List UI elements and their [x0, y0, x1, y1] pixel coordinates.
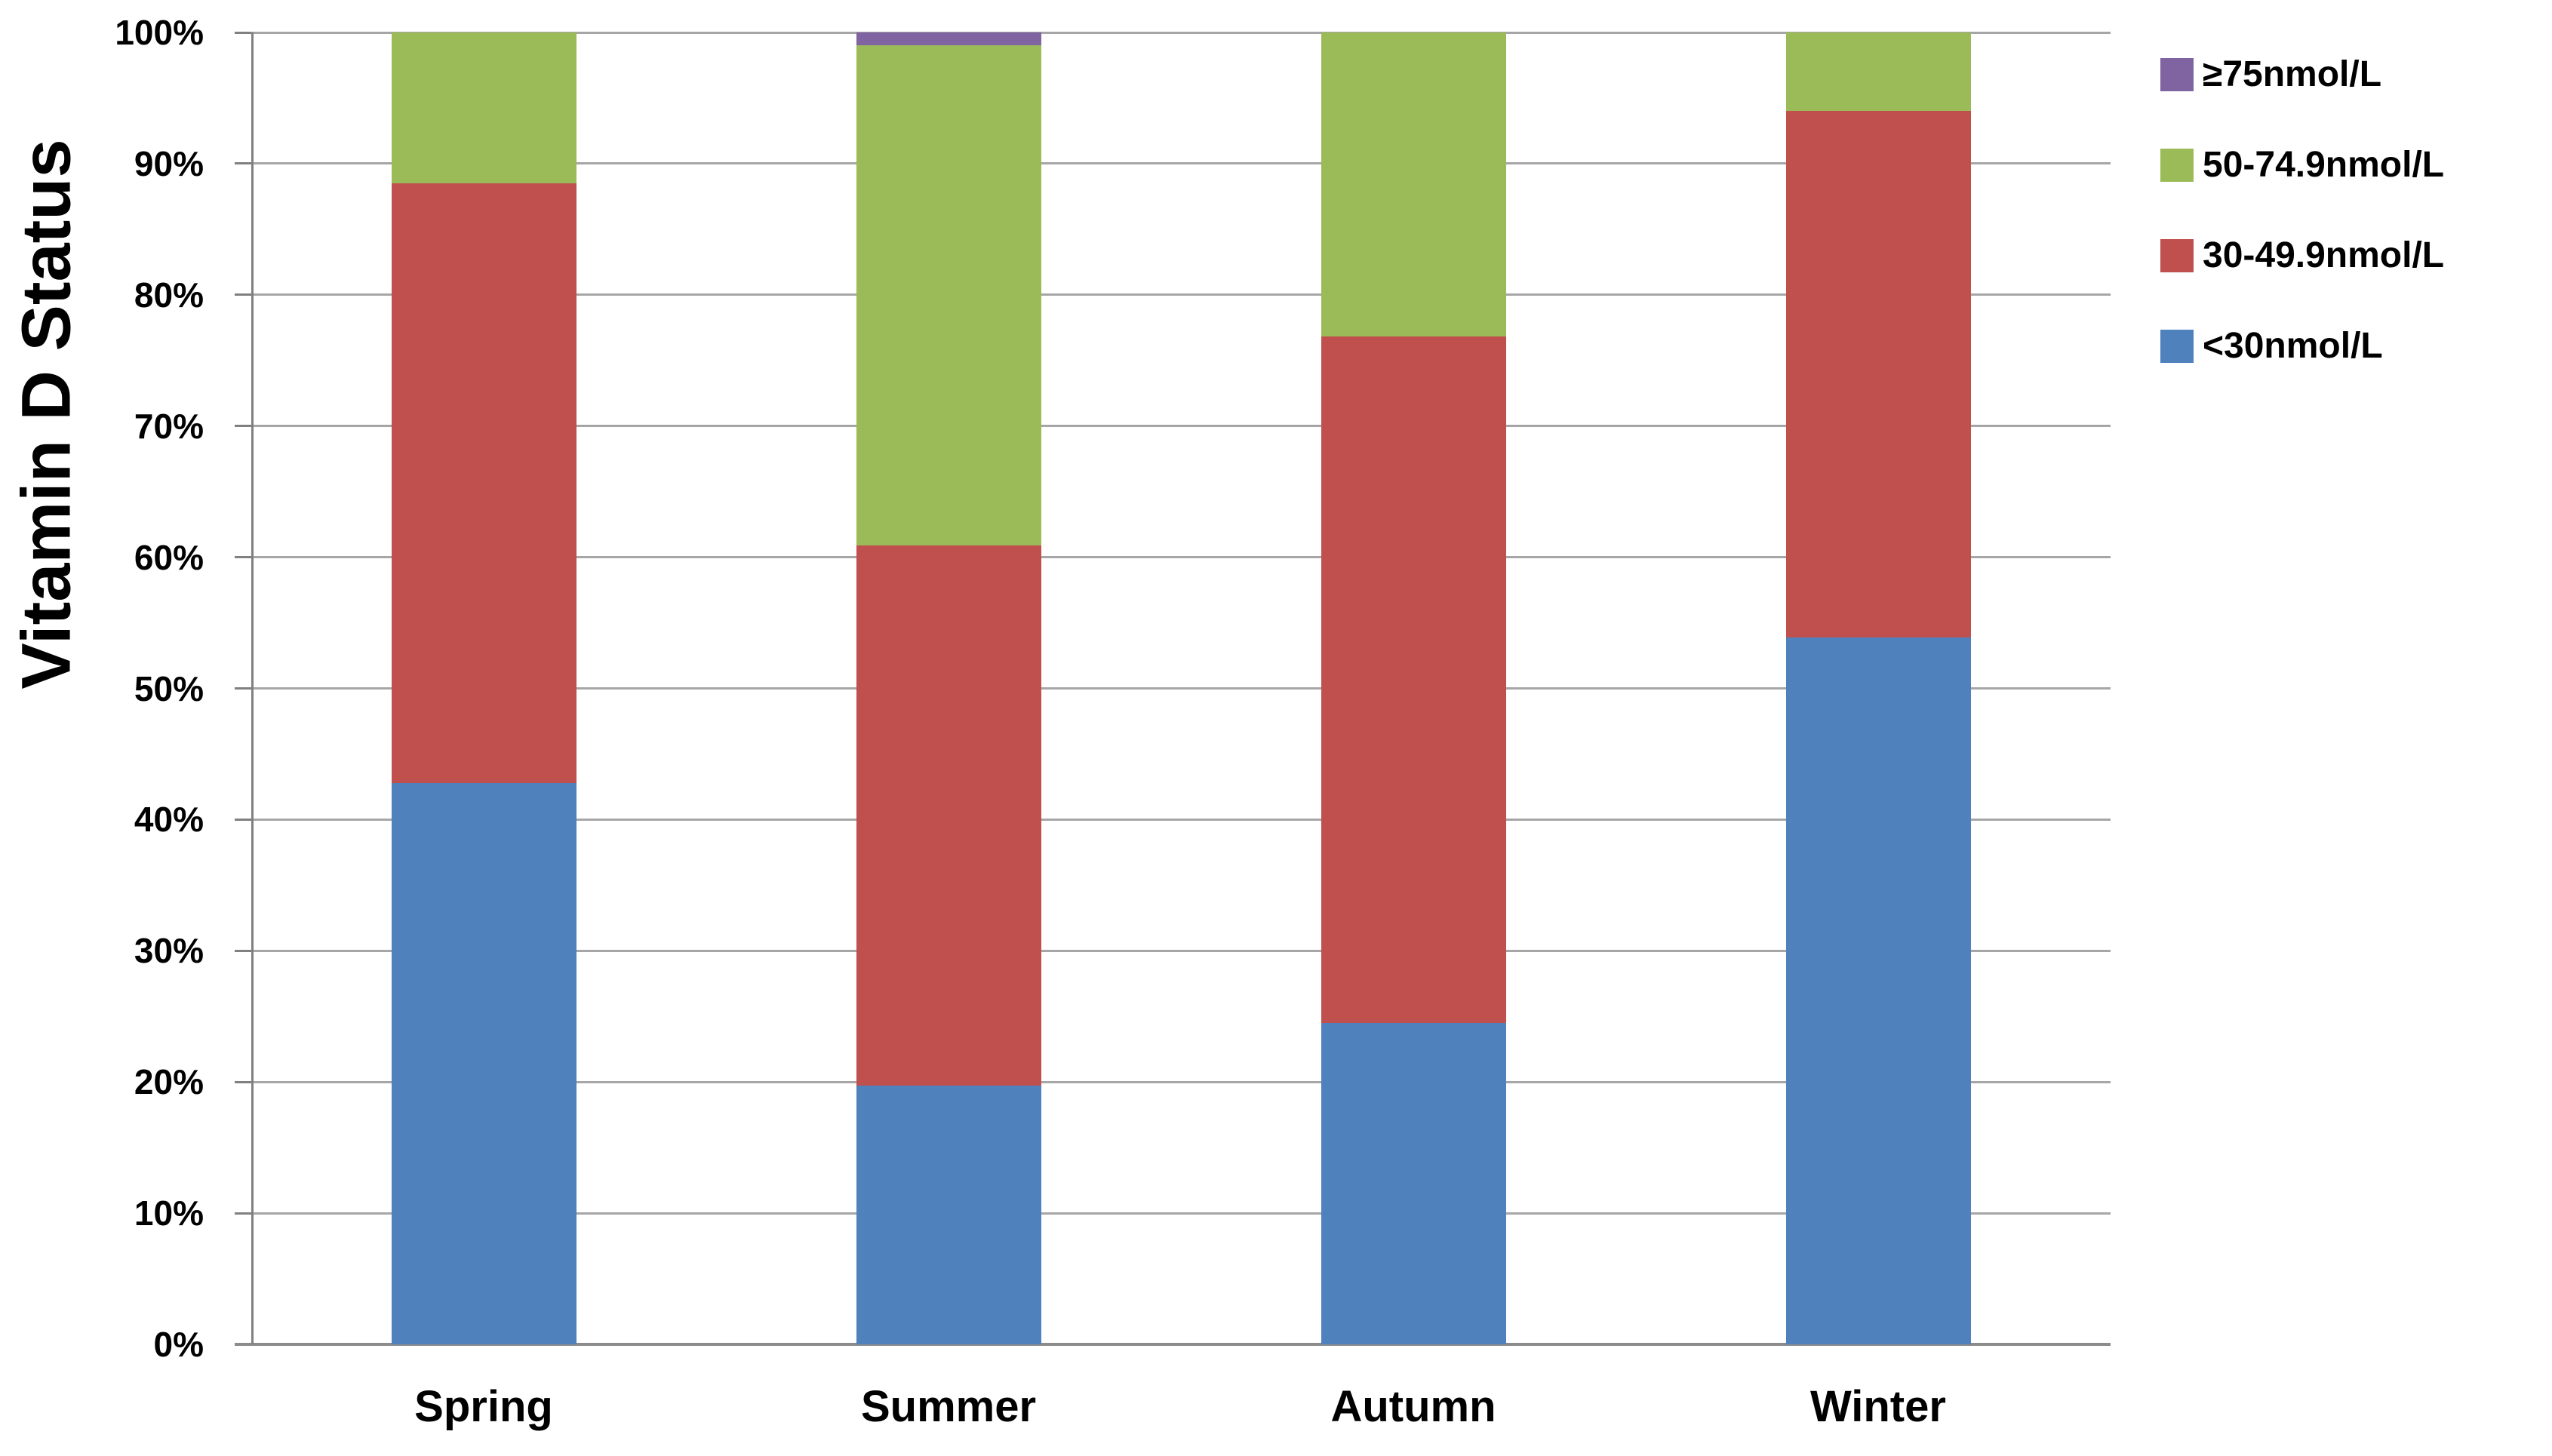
bar-segment-spring-30-49.9nmol/L — [391, 183, 577, 783]
bar-segment-winter-<30nmol/L — [1785, 637, 1971, 1344]
legend-swatch-icon — [2160, 330, 2194, 363]
y-tick-label-40pct: 40% — [134, 800, 204, 840]
y-tick-label-0pct: 0% — [153, 1325, 204, 1364]
x-category-label-summer: Summer — [860, 1382, 1037, 1431]
gridline-20pct — [251, 1080, 2111, 1083]
bar-segment-spring-50-74.9nmol/L — [391, 32, 577, 183]
legend-swatch-icon — [2160, 239, 2194, 272]
gridline-10pct — [251, 1212, 2111, 1215]
y-axis-tick-40pct — [235, 818, 251, 821]
y-axis-tick-50pct — [235, 687, 251, 690]
y-tick-label-10pct: 10% — [134, 1193, 204, 1233]
gridline-50pct — [251, 687, 2111, 690]
bar-segment-winter-30-49.9nmol/L — [1785, 111, 1971, 637]
legend-item: 30-49.9nmol/L — [2160, 235, 2445, 275]
y-tick-label-80pct: 80% — [134, 275, 204, 315]
y-tick-label-90pct: 90% — [134, 143, 204, 183]
gridline-80pct — [251, 293, 2111, 296]
y-axis-tick-30pct — [235, 949, 251, 952]
legend-label: 50-74.9nmol/L — [2203, 145, 2445, 185]
y-axis-tick-10pct — [235, 1212, 251, 1215]
y-tick-label-70pct: 70% — [134, 406, 204, 446]
x-category-label-winter: Winter — [1810, 1382, 1946, 1431]
y-axis-tick-80pct — [235, 293, 251, 296]
legend-swatch-icon — [2160, 58, 2194, 91]
x-category-label-spring: Spring — [414, 1382, 553, 1431]
legend-item: <30nmol/L — [2160, 326, 2444, 366]
x-category-label-autumn: Autumn — [1330, 1382, 1496, 1431]
bar-segment-summer-50-74.9nmol/L — [856, 45, 1041, 545]
plot-area: 0% 10% 20% 30% 40% 50% 60% 70% 80% 90% 100% Spring S… — [115, 13, 2111, 1431]
legend-item: 50-74.9nmol/L — [2160, 145, 2445, 185]
y-tick-label-50pct: 50% — [134, 668, 204, 708]
gridline-40pct — [251, 818, 2111, 821]
bar-segment-spring-<30nmol/L — [391, 782, 577, 1344]
bar-segment-summer-30-49.9nmol/L — [856, 545, 1041, 1086]
y-axis-line — [251, 32, 254, 1344]
bar-segment-winter-50-74.9nmol/L — [1785, 32, 1971, 112]
legend-label: 30-49.9nmol/L — [2203, 235, 2445, 275]
bar-segment-autumn-<30nmol/L — [1321, 1022, 1506, 1344]
y-axis-tick-20pct — [235, 1080, 251, 1083]
y-tick-label-100pct: 100% — [115, 13, 204, 52]
gridline-90pct — [251, 162, 2111, 165]
legend-label: <30nmol/L — [2203, 326, 2383, 366]
bar-segment-summer-<30nmol/L — [856, 1086, 1041, 1344]
legend-label: ≥75nmol/L — [2203, 54, 2382, 94]
y-axis-tick-100pct — [235, 31, 251, 34]
legend-swatch-icon — [2160, 149, 2194, 182]
legend-item: ≥75nmol/L — [2160, 54, 2444, 94]
gridline-100pct — [251, 31, 2111, 34]
bar-segment-autumn-30-49.9nmol/L — [1321, 336, 1506, 1023]
bar-segment-summer-≥75nmol/L — [856, 32, 1041, 46]
bar-segment-autumn-50-74.9nmol/L — [1321, 32, 1506, 337]
y-tick-label-20pct: 20% — [134, 1062, 204, 1102]
gridline-70pct — [251, 425, 2111, 428]
y-axis-tick-90pct — [235, 162, 251, 165]
x-axis-line — [235, 1343, 2111, 1346]
legend: ≥75nmol/L 50-74.9nmol/L 30-49.9nmol/L <30nm… — [2160, 54, 2445, 420]
y-axis-tick-70pct — [235, 425, 251, 428]
y-tick-label-60pct: 60% — [134, 537, 204, 577]
gridline-60pct — [251, 556, 2111, 559]
gridline-30pct — [251, 949, 2111, 952]
y-tick-label-30pct: 30% — [134, 931, 204, 971]
y-axis-tick-60pct — [235, 556, 251, 559]
